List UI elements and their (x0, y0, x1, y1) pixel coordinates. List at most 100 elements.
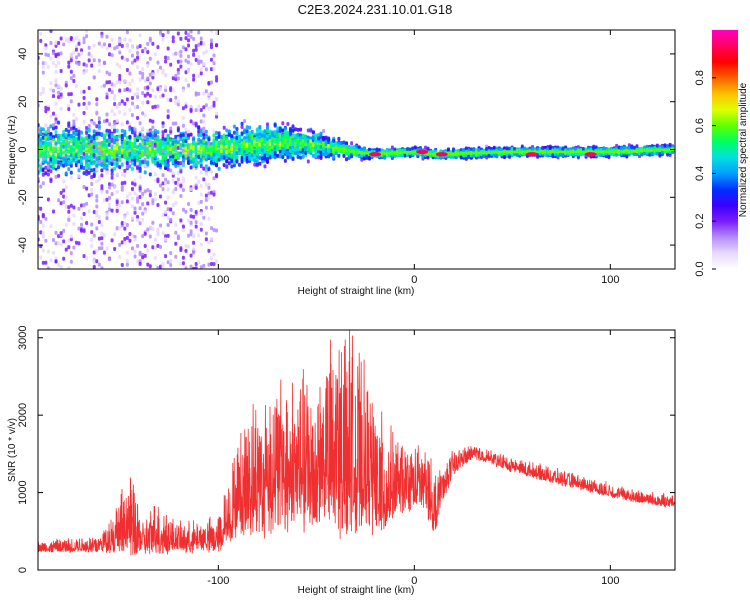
spectrogram-cell (357, 153, 361, 158)
spectrogram-cell (301, 142, 305, 147)
spectrogram-cell (113, 102, 117, 107)
spectrogram-cell (92, 167, 96, 172)
spectrogram-cell (192, 52, 196, 57)
spectrogram-cell (209, 67, 213, 72)
spectrogram-cell (138, 77, 142, 82)
spectrogram-cell (166, 187, 170, 192)
spectrogram-cell (156, 45, 160, 50)
spectrogram-cell (95, 156, 99, 161)
spectrogram-cell (243, 119, 247, 124)
spectrogram-cell (171, 203, 175, 208)
spectrogram-cell (74, 84, 78, 89)
spectrogram-cell (189, 214, 193, 219)
spectrogram-cell (41, 234, 45, 239)
spectrogram-cell (187, 60, 191, 65)
spectrogram-cell (291, 156, 295, 161)
spectrogram-cell (69, 58, 73, 63)
spectrogram-cell (95, 204, 99, 209)
spectrogram-cell (128, 191, 132, 196)
spectrogram-cell (59, 231, 63, 236)
spectrogram-cell (69, 234, 73, 239)
spectrogram-cell (268, 155, 272, 160)
spectrogram-cell (57, 165, 61, 170)
spectrogram-cell (151, 157, 155, 162)
spectrogram-cell (110, 172, 114, 177)
spectrogram-cell (309, 128, 313, 133)
spectrogram-cell (199, 164, 203, 169)
spectrogram-cell (97, 141, 101, 146)
spectrogram-cell (77, 38, 81, 43)
spectrogram-cell (128, 38, 132, 43)
spectrogram-cell (143, 141, 147, 146)
spectrogram-cell (123, 79, 127, 84)
spectrogram-cell (110, 82, 114, 87)
spectrogram-cell (151, 41, 155, 46)
spectrogram-cell (202, 91, 206, 96)
spectrogram-cell (209, 151, 213, 156)
spectrogram-ridge-cell (500, 150, 504, 154)
spectrogram-cell (105, 197, 109, 202)
spectrogram-ridge-cell (510, 150, 514, 154)
spectrogram-cell (110, 182, 114, 187)
spectrogram-cell (90, 192, 94, 197)
spectrogram-cell (207, 216, 211, 221)
spectrogram-cell (156, 104, 160, 109)
spectrogram-cell (345, 144, 349, 149)
spectrogram-cell (194, 47, 198, 52)
spectrogram-cell (120, 162, 124, 167)
spectrogram-cell (120, 200, 124, 205)
spectrogram-cell (136, 199, 140, 204)
spectrogram-cell (215, 97, 219, 102)
spectrogram-cell (159, 30, 163, 35)
spectrogram-cell (130, 161, 134, 166)
spectrogram-cell (64, 143, 68, 148)
spectrogram-cell (187, 38, 191, 43)
spectrogram-cell (171, 154, 175, 159)
spectrogram-cell (118, 110, 122, 115)
spectrogram-cell (95, 259, 99, 264)
spectrogram-cell (41, 70, 45, 75)
spectrogram-cell (212, 161, 216, 166)
spectrogram-cell (133, 249, 137, 254)
spectrogram-cell (204, 171, 208, 176)
spectrogram-cell (222, 133, 226, 138)
spectrogram-cell (57, 234, 61, 239)
spectrogram-cell (118, 50, 122, 55)
spectrogram-cell (164, 149, 168, 154)
chart-title: C2E3.2024.231.10.01.G18 (297, 2, 453, 17)
spectrogram-cell (161, 37, 165, 42)
spectrogram-cell (62, 144, 66, 149)
spectrogram-cell (204, 231, 208, 236)
spectrogram-cell (283, 144, 287, 149)
spectrogram-cell (148, 264, 152, 269)
spectrogram-cell (72, 245, 76, 250)
spectrogram-cell (67, 238, 71, 243)
spectrogram-cell (113, 153, 117, 158)
spectrogram-cell (51, 250, 55, 255)
spectrogram-cell (179, 165, 183, 170)
spectrogram-cell (235, 127, 239, 132)
spectrogram-cell (51, 146, 55, 151)
spectrogram-cell (187, 133, 191, 138)
spectrogram-cell (199, 227, 203, 232)
spectrogram-cell (225, 144, 229, 149)
spectrogram-cell (171, 179, 175, 184)
spectrogram-cell (39, 219, 43, 224)
spectrogram-cell (138, 186, 142, 191)
spectrogram-cell (156, 243, 160, 248)
spectrogram-cell (148, 193, 152, 198)
spectrogram-cell (62, 194, 66, 199)
spectrogram-cell (426, 155, 430, 160)
spectrogram-cell (148, 225, 152, 230)
spectrogram-cell (197, 55, 201, 60)
spectrogram-cell (199, 150, 203, 155)
spectrogram-cell (278, 133, 282, 138)
spectrogram-cell (95, 167, 99, 172)
spectrogram-cell (215, 174, 219, 179)
spectrogram-cell (67, 123, 71, 128)
spectrogram-cell (136, 165, 140, 170)
spectrogram-cell (82, 159, 86, 164)
spectrogram-cell (164, 137, 168, 142)
spectrogram-cell (212, 103, 216, 108)
spectrogram-cell (215, 163, 219, 168)
